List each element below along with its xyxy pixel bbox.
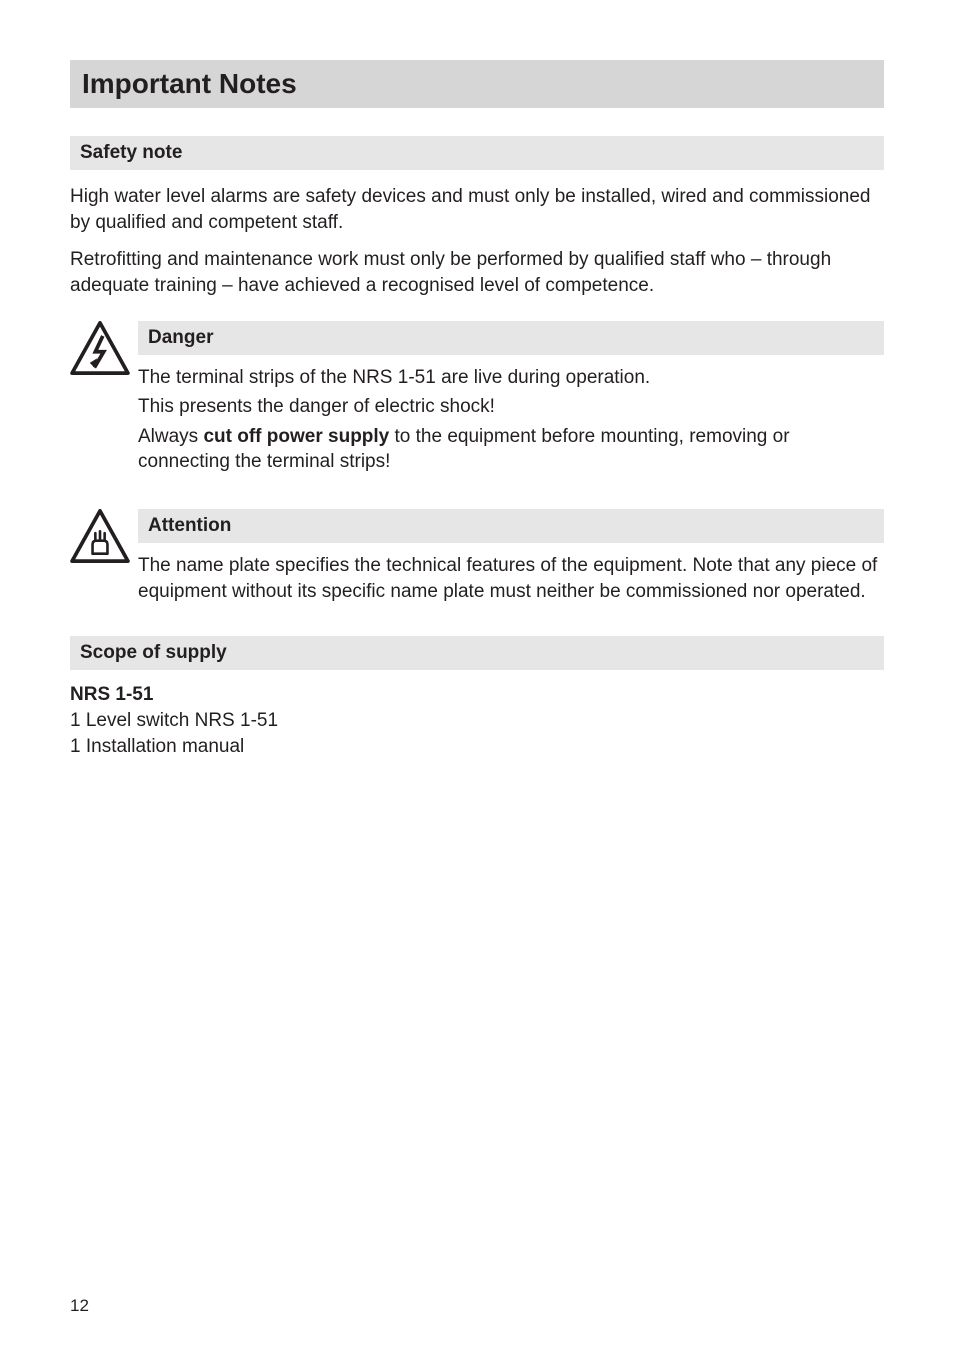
scope-item-1: 1 Level switch NRS 1-51 — [70, 708, 884, 734]
scope-heading: Scope of supply — [80, 642, 874, 664]
danger-icon — [70, 321, 130, 375]
attention-callout: Attention The name plate specifies the t… — [70, 509, 884, 608]
attention-body: The name plate specifies the technical f… — [138, 553, 884, 604]
danger-line-3: Always cut off power supply to the equip… — [138, 424, 884, 475]
danger-line3-pre: Always — [138, 426, 203, 447]
section-title-bar: Important Notes — [70, 60, 884, 108]
danger-line3-bold: cut off power supply — [203, 426, 389, 447]
attention-heading: Attention — [148, 515, 874, 537]
section-title: Important Notes — [82, 68, 872, 100]
safety-heading-bar: Safety note — [70, 136, 884, 170]
attention-heading-bar: Attention — [138, 509, 884, 543]
safety-heading: Safety note — [80, 142, 874, 164]
scope-product: NRS 1-51 — [70, 684, 884, 706]
danger-line-2: This presents the danger of electric sho… — [138, 394, 884, 420]
scope-item-2: 1 Installation manual — [70, 734, 884, 760]
attention-content: Attention The name plate specifies the t… — [138, 509, 884, 608]
page-number: 12 — [70, 1296, 89, 1316]
danger-callout: Danger The terminal strips of the NRS 1-… — [70, 321, 884, 480]
scope-heading-bar: Scope of supply — [70, 636, 884, 670]
danger-line-1: The terminal strips of the NRS 1-51 are … — [138, 365, 884, 391]
safety-para-1: High water level alarms are safety devic… — [70, 184, 884, 235]
danger-heading-bar: Danger — [138, 321, 884, 355]
attention-icon — [70, 509, 130, 563]
danger-content: Danger The terminal strips of the NRS 1-… — [138, 321, 884, 480]
safety-para-2: Retrofitting and maintenance work must o… — [70, 247, 884, 298]
danger-heading: Danger — [148, 327, 874, 349]
scope-block: Scope of supply NRS 1-51 1 Level switch … — [70, 636, 884, 759]
